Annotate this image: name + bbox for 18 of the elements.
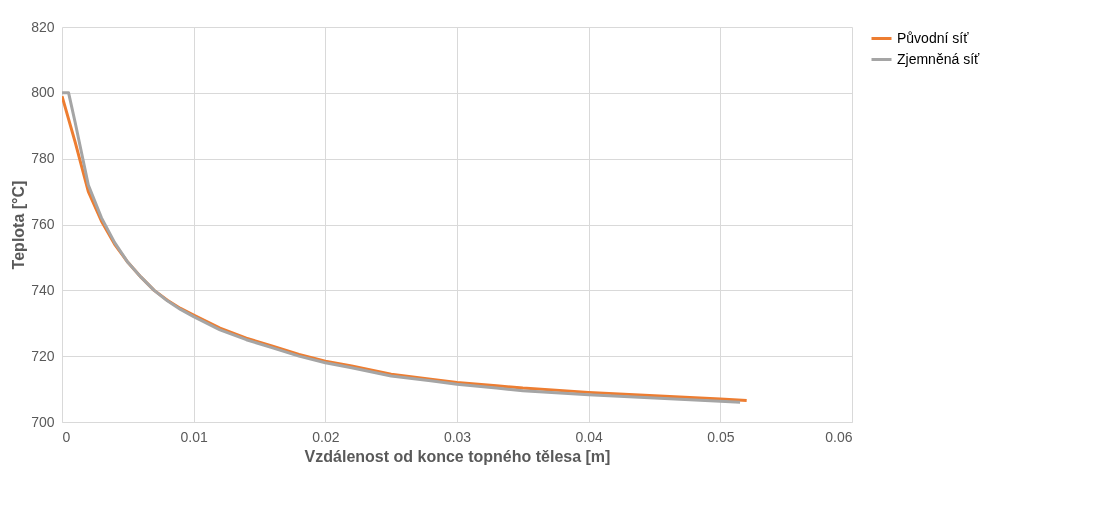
x-tick-label: 0.06 [825,428,853,445]
y-tick-label: 700 [31,413,55,430]
x-axis-title: Vzdálenost od konce topného tělesa [m] [304,447,611,465]
y-tick-label: 760 [31,216,55,232]
y-tick-label: 800 [31,84,55,101]
x-tick-label: 0.01 [180,428,208,445]
y-tick-label: 780 [31,150,55,167]
x-tick-label: 0.04 [575,428,603,445]
x-tick-label: 0 [62,428,71,445]
x-tick-label: 0.03 [443,428,472,445]
y-axis-title: Teplota [°C] [10,180,28,270]
legend-label: Zjemněná síť [897,50,981,67]
y-tick-label: 820 [31,18,55,35]
x-tick-label: 0.02 [312,428,340,445]
y-tick-label: 720 [31,347,55,364]
y-tick-label: 740 [31,281,55,298]
x-tick-label: 0.05 [707,428,735,445]
legend-label: Původní síť [897,29,970,46]
